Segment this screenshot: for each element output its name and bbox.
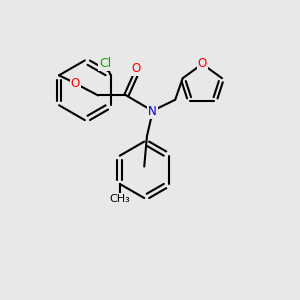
Text: O: O	[131, 62, 141, 75]
Text: N: N	[148, 105, 157, 118]
Text: Cl: Cl	[99, 57, 111, 70]
Text: CH₃: CH₃	[110, 194, 130, 204]
Text: O: O	[198, 57, 207, 70]
Text: O: O	[71, 77, 80, 90]
